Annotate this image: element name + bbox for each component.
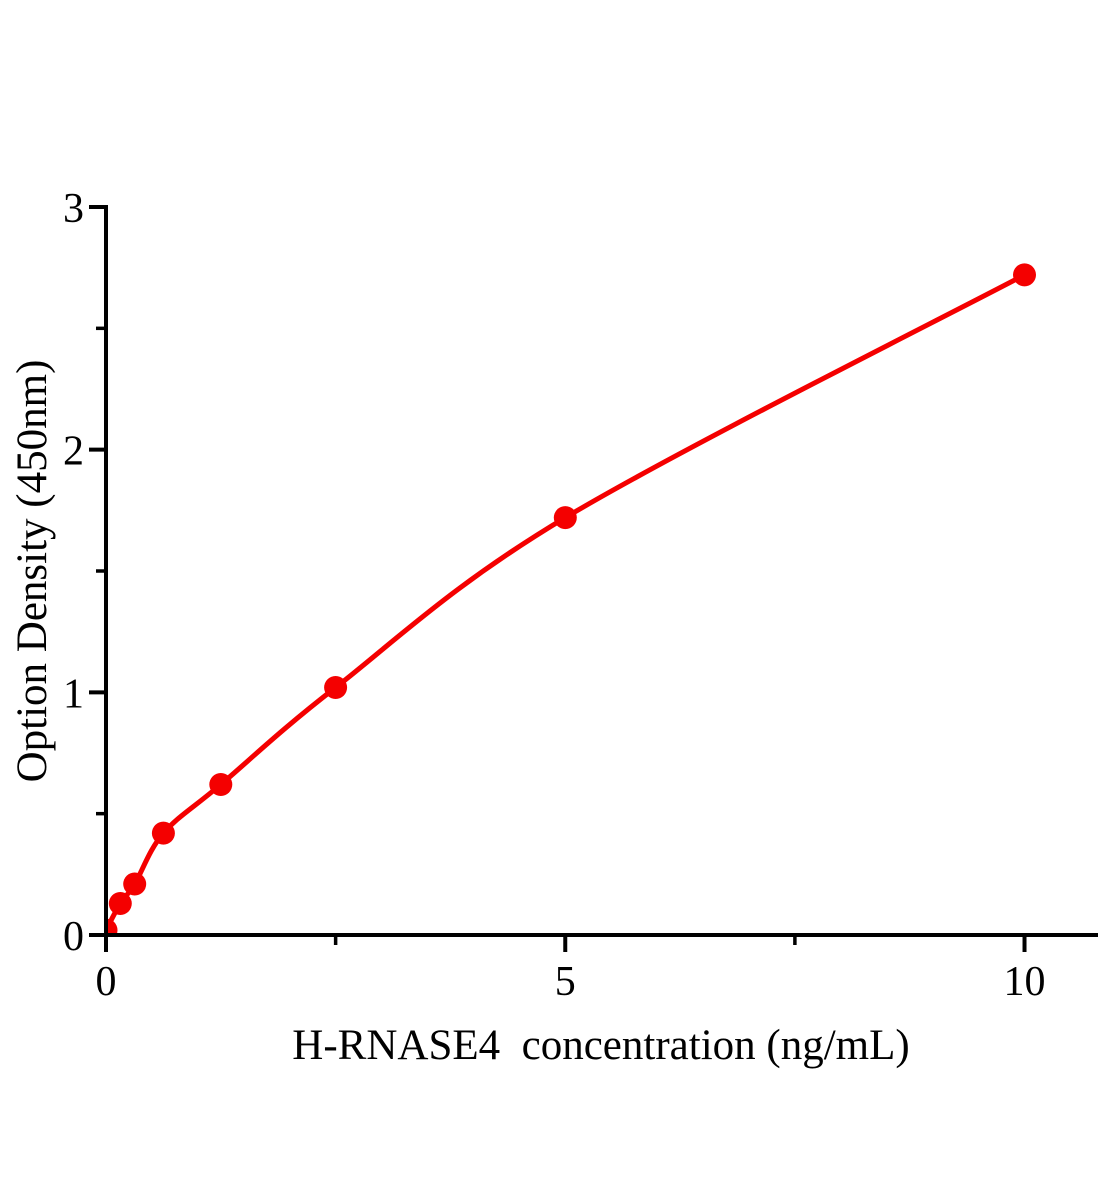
data-point-5 [324,676,348,699]
data-point-2 [123,872,147,896]
y-tick-label-0: 0 [63,914,84,960]
x-tick-label-1: 5 [555,959,576,1005]
y-axis-title: Option Density (450nm) [9,360,56,783]
fitted-curve [106,272,1027,933]
data-point-1 [108,892,132,915]
x-tick-label-0: 0 [96,959,117,1005]
x-tick-label-2: 10 [1004,959,1046,1005]
axes-layer: 0 5 10 0 1 2 3 [63,186,1098,1005]
y-tick-label-2: 2 [63,429,84,475]
data-point-6 [553,506,577,530]
x-axis-title: H-RNASE4 concentration (ng/mL) [292,1022,909,1069]
y-tick-label-3: 3 [63,186,84,232]
y-tick-label-1: 1 [63,671,84,717]
data-point-3 [151,821,175,845]
data-point-7 [1013,263,1036,287]
data-point-0 [106,918,118,935]
series-layer [106,263,1036,935]
data-point-4 [209,773,233,796]
